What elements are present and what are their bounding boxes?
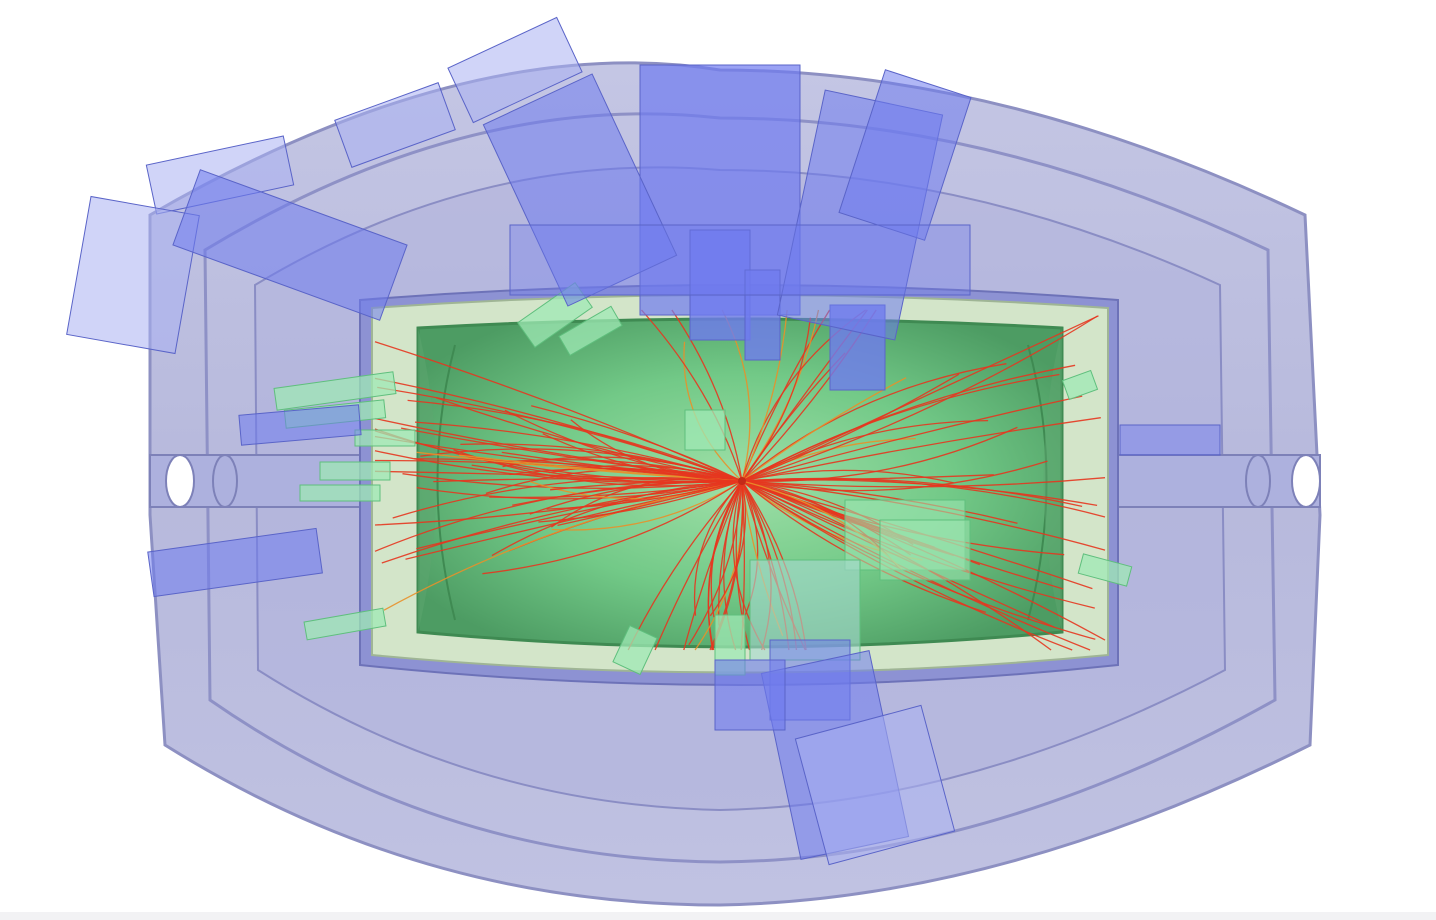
particle-track — [741, 474, 994, 482]
particle-track — [654, 480, 743, 651]
particle-track — [741, 477, 1083, 508]
bottom-edge-strip — [0, 912, 1436, 920]
particle-track — [542, 433, 743, 482]
particle-track — [627, 480, 743, 651]
particle-track — [688, 480, 743, 646]
particle-track — [435, 397, 743, 482]
particle-track — [381, 480, 743, 564]
particle-track — [531, 405, 743, 482]
particle-track — [741, 417, 1101, 482]
particle-track — [414, 458, 743, 482]
particle-track — [741, 364, 1076, 482]
particle-track — [482, 480, 743, 575]
particle-track — [641, 309, 743, 482]
particle-track — [741, 373, 960, 482]
particle-track — [741, 460, 1048, 492]
particle-track — [741, 309, 788, 482]
particle-track — [374, 377, 743, 482]
particle-track — [671, 309, 743, 482]
particle-track — [683, 480, 743, 651]
particle-track — [416, 480, 743, 550]
particle-track — [551, 480, 743, 531]
particle-track — [741, 317, 812, 482]
particle-track — [407, 399, 743, 482]
particle-track — [546, 480, 743, 510]
particle-track — [709, 480, 747, 617]
particle-track — [420, 448, 743, 482]
particle-track — [374, 470, 743, 482]
particle-track — [741, 363, 1007, 482]
particle-track — [741, 395, 1083, 482]
particle-track — [529, 480, 743, 515]
particle-track — [741, 315, 1098, 482]
particle-track — [512, 480, 743, 506]
energy-towers — [66, 16, 1221, 866]
particle-tracks — [374, 309, 1106, 651]
particle-track — [741, 419, 989, 482]
particle-track — [538, 480, 743, 523]
particle-track — [741, 480, 759, 623]
collision-vertex — [738, 477, 746, 485]
particle-track — [741, 477, 1106, 488]
particle-track — [710, 480, 743, 618]
